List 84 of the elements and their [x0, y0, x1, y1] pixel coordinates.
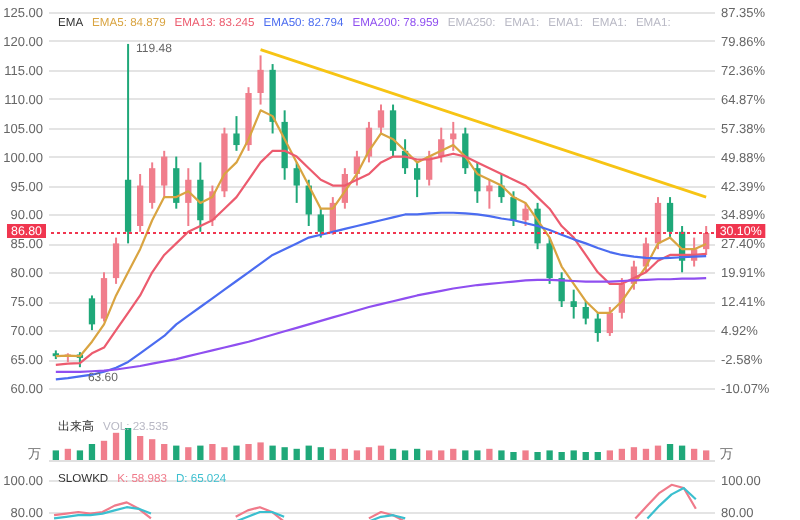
candlestick — [161, 149, 168, 199]
bar — [197, 445, 204, 460]
bar — [305, 445, 312, 460]
candlestick — [293, 161, 300, 204]
bar — [438, 450, 445, 460]
bar — [64, 448, 72, 460]
bar — [654, 445, 662, 460]
bar — [401, 450, 409, 460]
bar — [426, 450, 433, 460]
candlestick — [486, 178, 493, 210]
bar — [498, 450, 505, 460]
bar — [594, 452, 601, 460]
bar — [221, 447, 228, 460]
candlestick — [173, 155, 180, 210]
bar — [690, 448, 698, 460]
bar — [474, 450, 481, 460]
bar — [149, 439, 156, 460]
candlestick — [546, 236, 553, 285]
bar — [100, 440, 108, 460]
bar — [377, 445, 385, 460]
bar — [257, 442, 264, 460]
bar — [582, 452, 589, 460]
bar — [546, 450, 553, 460]
bar — [558, 452, 565, 460]
bar — [510, 452, 517, 460]
bar — [678, 445, 686, 460]
bar — [52, 450, 59, 460]
line-series — [54, 109, 708, 358]
candlestick — [112, 236, 120, 285]
bar — [486, 448, 493, 460]
candlestick — [606, 306, 613, 337]
candlestick — [498, 172, 505, 204]
bar — [413, 448, 421, 460]
bar — [185, 447, 192, 460]
bar — [522, 450, 529, 460]
bar — [245, 444, 252, 460]
candlestick — [317, 207, 324, 239]
bar — [317, 447, 324, 460]
candlestick — [558, 271, 565, 309]
candlestick — [666, 196, 674, 239]
bar — [281, 447, 288, 460]
bar — [618, 448, 626, 460]
bar — [462, 450, 469, 460]
candlestick — [136, 172, 144, 233]
candlestick — [197, 161, 204, 233]
bar — [570, 450, 577, 460]
candlestick — [570, 288, 577, 320]
bar — [630, 447, 638, 460]
bar — [161, 444, 168, 460]
candlestick — [522, 201, 529, 228]
bar — [365, 447, 373, 460]
candlestick — [233, 115, 240, 152]
bar — [112, 432, 120, 460]
bar — [124, 428, 132, 460]
bar — [642, 448, 650, 460]
candlestick — [389, 103, 397, 158]
bar — [389, 448, 397, 460]
bar — [173, 445, 180, 460]
bar — [233, 445, 240, 460]
bar — [209, 444, 216, 460]
bar — [76, 450, 84, 460]
candlestick — [149, 161, 156, 210]
candlestick — [594, 311, 601, 343]
bar — [136, 436, 144, 460]
bar — [450, 448, 457, 460]
candlestick — [582, 300, 589, 326]
bar — [341, 448, 349, 460]
candlestick — [510, 190, 517, 228]
bar — [88, 444, 96, 460]
bar — [534, 452, 541, 460]
bar — [703, 450, 710, 460]
candlestick — [100, 271, 108, 323]
candlestick — [450, 120, 457, 152]
candlestick — [413, 161, 421, 199]
candlestick — [474, 161, 481, 204]
bar — [666, 444, 674, 460]
bar — [353, 450, 361, 460]
candlestick — [88, 294, 96, 332]
bar — [269, 445, 276, 460]
bar — [606, 450, 613, 460]
candlestick — [257, 54, 264, 106]
bar — [329, 448, 336, 460]
candlestick — [377, 103, 385, 135]
bar — [293, 448, 300, 460]
